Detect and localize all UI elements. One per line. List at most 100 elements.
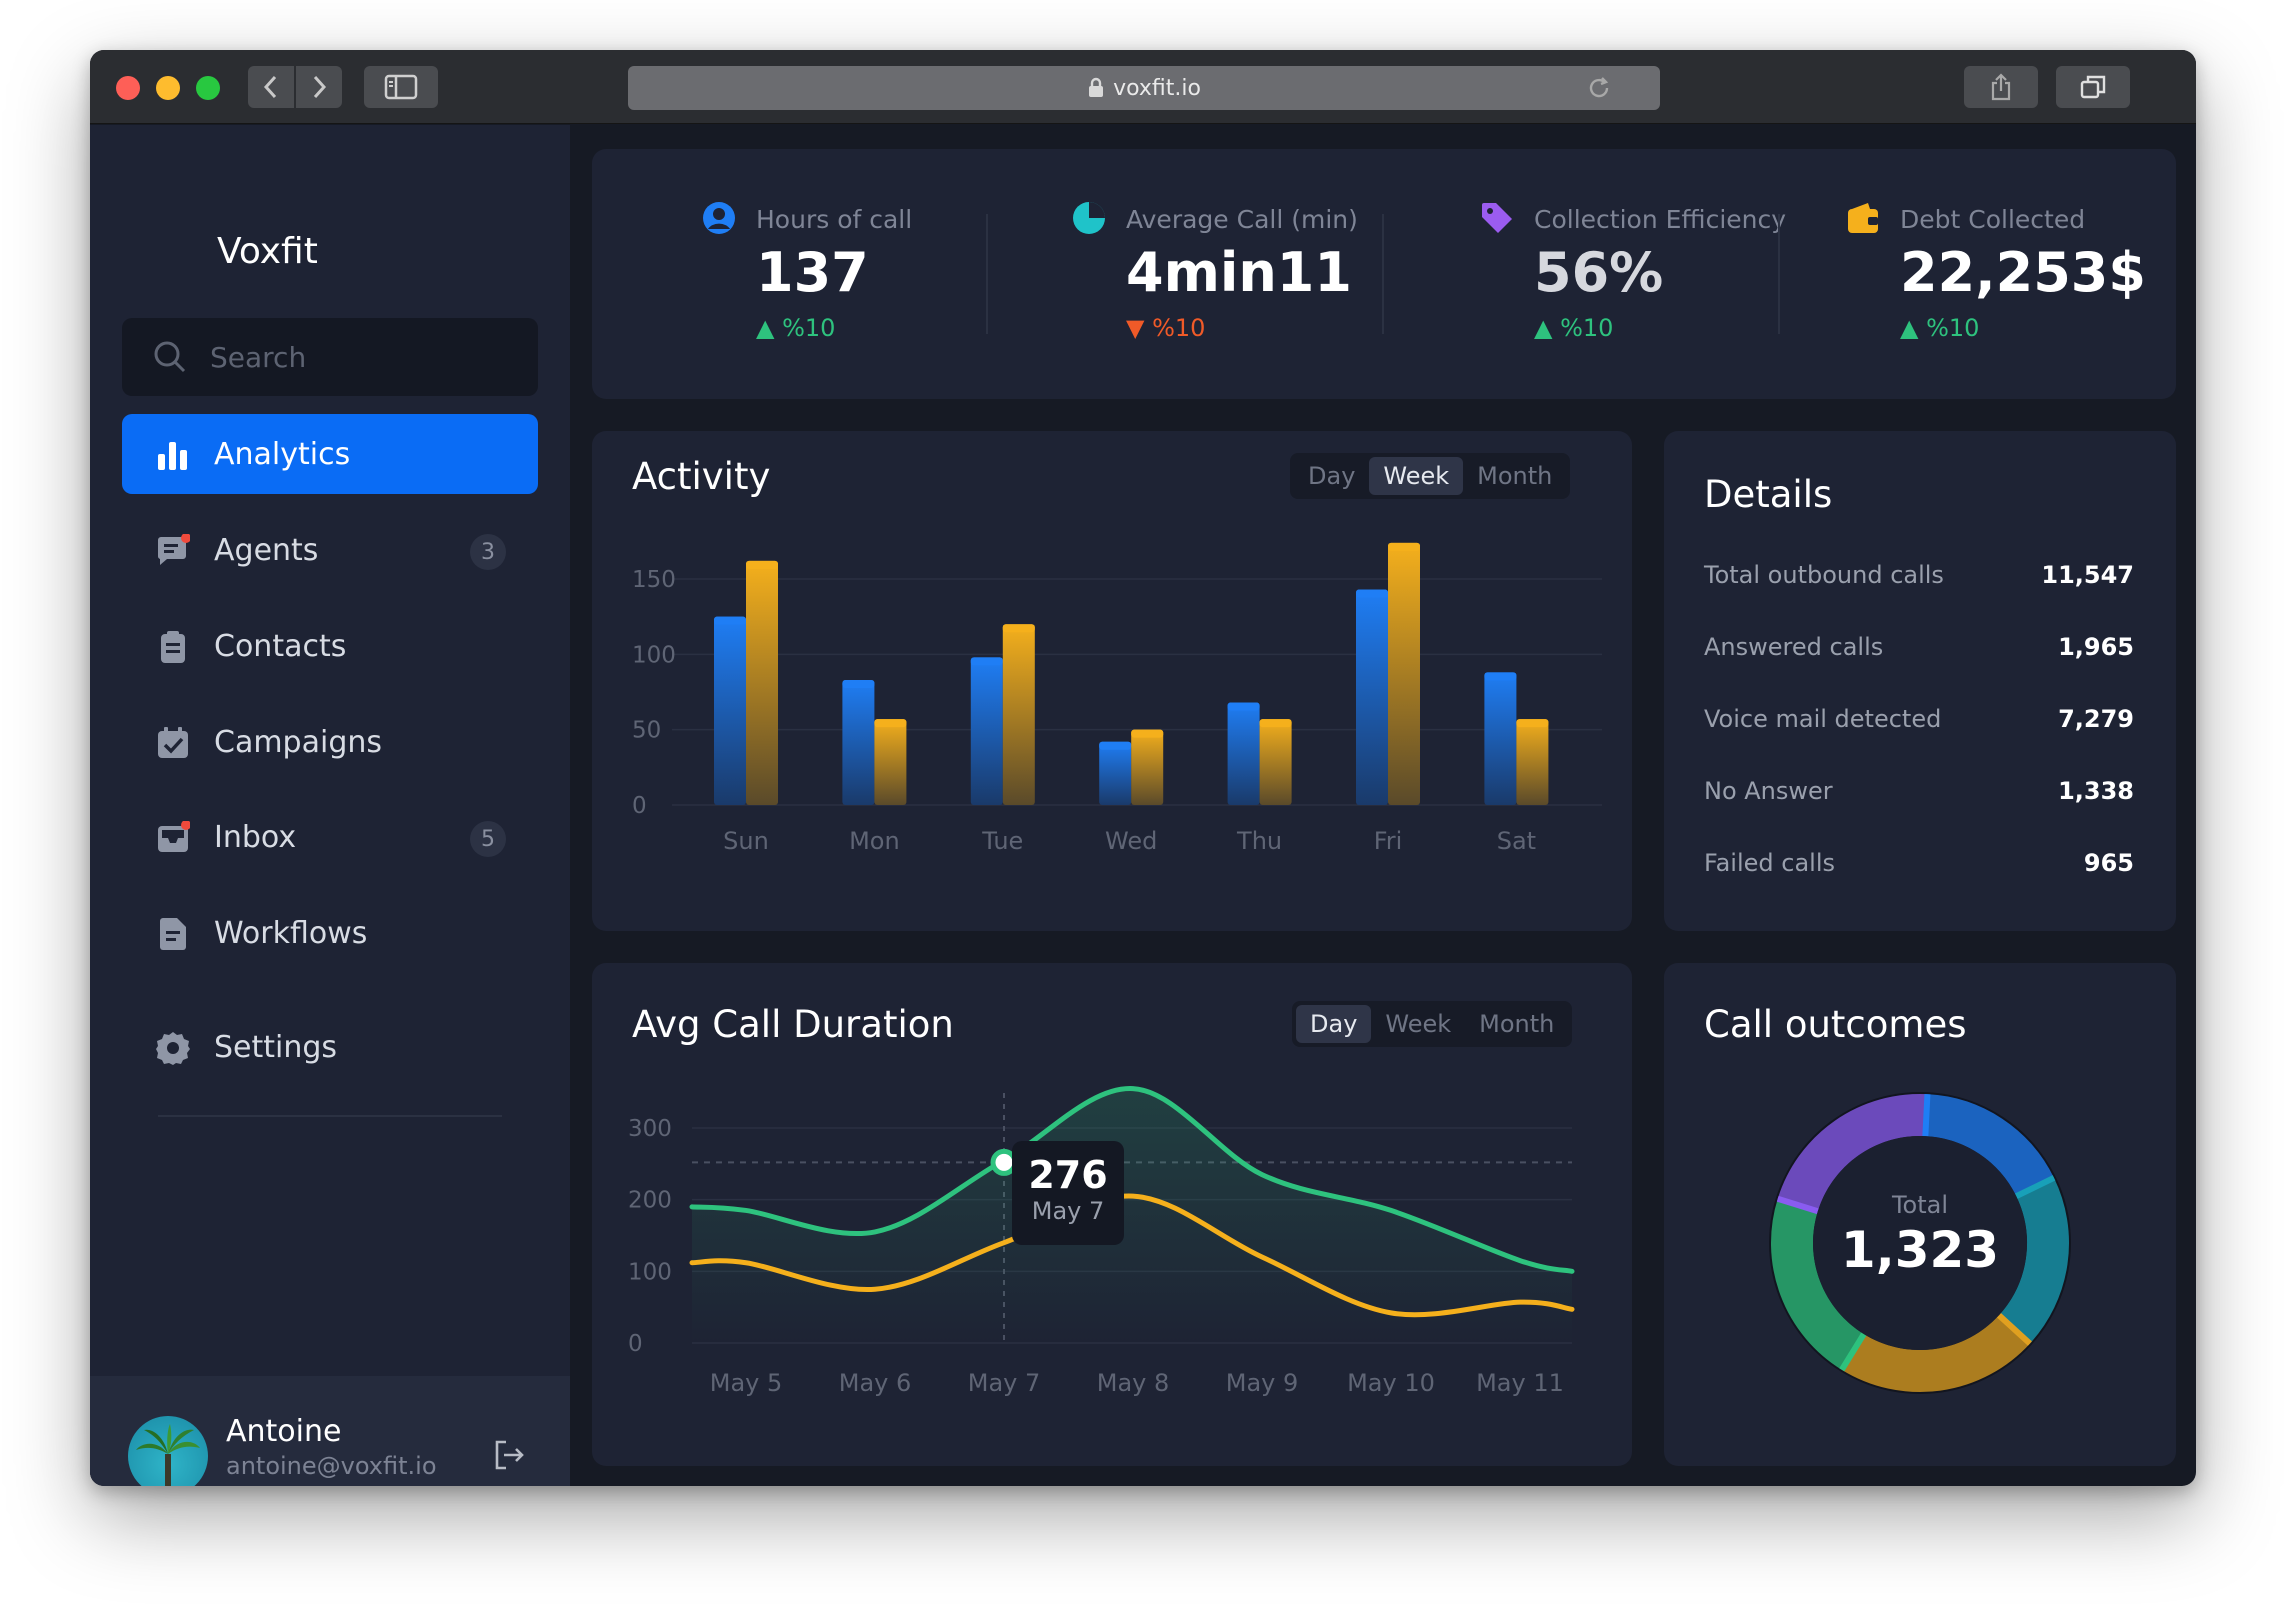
donut-slice-marker	[1922, 1094, 1931, 1137]
tabs-icon	[2080, 75, 2106, 99]
lock-icon	[1089, 77, 1104, 97]
forward-button[interactable]	[296, 66, 342, 108]
zoom-window-button[interactable]	[196, 76, 220, 100]
x-tick-label: Sat	[1497, 827, 1536, 855]
bar[interactable]	[746, 560, 778, 805]
share-button[interactable]	[1964, 66, 2038, 108]
logout-icon[interactable]	[492, 1438, 526, 1472]
inbox-count-badge: 5	[470, 821, 506, 857]
avatar[interactable]	[128, 1416, 208, 1486]
clipboard-icon	[161, 631, 185, 663]
sidebar-item-agents[interactable]: Agents 3	[122, 510, 538, 590]
arrow-down-icon: ▼	[1126, 314, 1145, 342]
y-tick-label: 200	[628, 1188, 672, 1214]
duration-range-tabs: Day Week Month	[1292, 1001, 1573, 1047]
bar-cap	[874, 719, 907, 728]
sidebar-item-contacts[interactable]: Contacts	[122, 606, 538, 686]
bar-cap	[1099, 741, 1132, 750]
bar[interactable]	[1099, 741, 1132, 805]
tabs-button[interactable]	[2056, 66, 2130, 108]
bar[interactable]	[1484, 672, 1517, 805]
bar-cap	[1002, 624, 1035, 633]
detail-value: 1,338	[2058, 777, 2134, 805]
sidebar-item-label: Agents	[214, 532, 319, 568]
duration-tab-month[interactable]: Month	[1479, 1010, 1555, 1038]
donut-slice[interactable]	[1998, 1177, 2069, 1344]
bar[interactable]	[1259, 719, 1292, 805]
activity-tab-day[interactable]: Day	[1308, 462, 1356, 490]
sidebar-item-workflows[interactable]: Workflows	[122, 893, 538, 973]
bar-cap	[970, 657, 1003, 666]
bar[interactable]	[970, 657, 1003, 805]
sidebar: Voxfit Search Analytics Agents 3 Contact…	[90, 125, 570, 1486]
minimize-window-button[interactable]	[156, 76, 180, 100]
stat-delta: ▲ %10	[756, 314, 835, 342]
activity-tab-week[interactable]: Week	[1369, 457, 1464, 495]
close-window-button[interactable]	[116, 76, 140, 100]
x-tick-label: May 8	[1097, 1369, 1170, 1397]
user-name: Antoine	[226, 1414, 342, 1449]
sidebar-item-inbox[interactable]: Inbox 5	[122, 797, 538, 877]
stat-divider	[1382, 214, 1384, 334]
address-bar[interactable]: voxfit.io	[628, 66, 1660, 110]
x-tick-label: May 7	[968, 1369, 1041, 1397]
stat-delta-text: %10	[1152, 314, 1206, 342]
sidebar-icon	[384, 74, 418, 100]
bar[interactable]	[874, 719, 907, 805]
back-button[interactable]	[248, 66, 294, 108]
x-tick-label: Fri	[1374, 827, 1403, 855]
bar[interactable]	[1131, 729, 1164, 805]
bar[interactable]	[1516, 719, 1549, 805]
donut-slice[interactable]	[1924, 1094, 2054, 1197]
duration-tab-week[interactable]: Week	[1385, 1010, 1452, 1038]
sidebar-divider	[158, 1115, 502, 1117]
sidebar-item-settings[interactable]: Settings	[122, 1007, 538, 1087]
activity-tab-month[interactable]: Month	[1477, 462, 1553, 490]
stat-label: Debt Collected	[1900, 205, 2086, 234]
outcomes-title: Call outcomes	[1704, 1003, 1967, 1046]
donut-total-value: 1,323	[1840, 1221, 2000, 1279]
sidebar-toggle-button[interactable]	[364, 66, 438, 108]
donut-slice[interactable]	[1771, 1198, 1865, 1370]
sidebar-item-campaigns[interactable]: Campaigns	[122, 702, 538, 782]
search-input[interactable]: Search	[122, 318, 538, 396]
bar-cap	[1516, 719, 1549, 728]
pie-icon	[1073, 202, 1105, 234]
bar[interactable]	[1227, 702, 1260, 805]
calendar-check-icon	[158, 727, 188, 758]
x-tick-label: Thu	[1236, 827, 1282, 855]
detail-value: 965	[2083, 849, 2134, 877]
donut-slice[interactable]	[1841, 1314, 2030, 1392]
detail-row: Answered calls 1,965	[1704, 633, 2134, 673]
browser-window: voxfit.io Voxfit Search Analytics Agents…	[90, 50, 2196, 1486]
y-tick-label: 150	[632, 567, 676, 593]
bar[interactable]	[1356, 589, 1388, 805]
details-card: Details Total outbound calls 11,547 Answe…	[1664, 431, 2176, 931]
arrow-up-icon: ▲	[1900, 314, 1919, 342]
bar[interactable]	[714, 616, 746, 805]
gear-icon	[156, 1032, 190, 1065]
stat-delta-text: %10	[1560, 314, 1614, 342]
wallet-icon	[1848, 203, 1878, 233]
tooltip-value: 276	[1028, 1153, 1108, 1197]
bar[interactable]	[842, 679, 875, 805]
sidebar-item-label: Settings	[214, 1029, 338, 1065]
duration-tab-day[interactable]: Day	[1296, 1005, 1372, 1043]
call-outcomes-card: Call outcomes Total 1,323	[1664, 963, 2176, 1466]
reload-icon[interactable]	[1586, 75, 1612, 101]
donut-total-label: Total	[1891, 1191, 1949, 1219]
duration-title: Avg Call Duration	[632, 1003, 954, 1046]
bar-cap	[1388, 542, 1420, 551]
agents-count-badge: 3	[470, 534, 506, 570]
bar[interactable]	[1002, 624, 1035, 805]
series-line[interactable]	[689, 1193, 1575, 1318]
bar-cap	[842, 679, 875, 688]
x-tick-label: Wed	[1105, 827, 1157, 855]
inbox-icon	[158, 821, 190, 852]
sidebar-item-analytics[interactable]: Analytics	[122, 414, 538, 494]
activity-card: Activity Day Week Month 0 50 100 150 Sun Mon T…	[592, 431, 1632, 931]
donut-slice[interactable]	[1777, 1094, 1928, 1212]
brand-name: Voxfit	[217, 231, 318, 272]
bar[interactable]	[1388, 542, 1420, 805]
series-line[interactable]	[689, 1086, 1575, 1274]
